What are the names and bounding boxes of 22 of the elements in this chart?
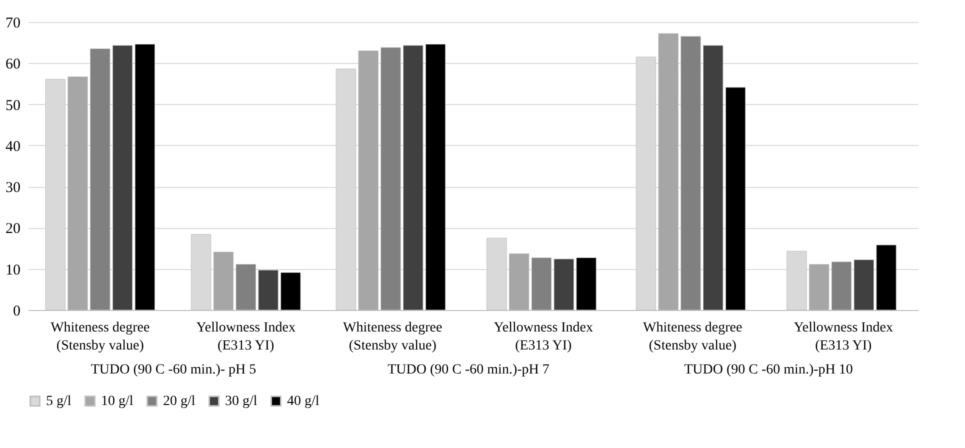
x-axis-title: TUDO (90 C -60 min.)-pH 10 bbox=[684, 362, 853, 378]
y-tick-label: 10 bbox=[6, 262, 20, 278]
legend-label: 20 g/l bbox=[163, 394, 196, 410]
x-tick-label: Whiteness degree (Stensby value) bbox=[50, 320, 150, 354]
legend-label: 30 g/l bbox=[225, 394, 258, 410]
legend-label: 40 g/l bbox=[287, 394, 320, 410]
legend-label: 5 g/l bbox=[46, 394, 72, 410]
x-tick-label: Whiteness degree (Stensby value) bbox=[643, 320, 742, 354]
y-tick-label: 0 bbox=[13, 304, 20, 320]
x-axis-title: TUDO (90 C -60 min.)- pH 5 bbox=[90, 362, 256, 378]
y-tick-label: 20 bbox=[6, 221, 20, 238]
x-tick-label: Whiteness degree (Stensby value) bbox=[343, 320, 442, 354]
x-axis-title: TUDO (90 C -60 min.)-pH 7 bbox=[388, 362, 550, 378]
y-tick-label: 70 bbox=[6, 16, 20, 32]
legend-label: 10 g/l bbox=[101, 394, 134, 410]
y-tick-label: 60 bbox=[6, 56, 20, 73]
x-tick-label: Yellowness Index (E313 YI) bbox=[196, 320, 296, 354]
y-tick-label: 50 bbox=[6, 98, 20, 114]
x-tick-label: Yellowness Index (E313 YI) bbox=[494, 320, 594, 354]
x-tick-label: Yellowness Index (E313 YI) bbox=[794, 320, 894, 354]
y-tick-label: 40 bbox=[6, 138, 20, 155]
y-tick-label: 30 bbox=[6, 180, 20, 196]
